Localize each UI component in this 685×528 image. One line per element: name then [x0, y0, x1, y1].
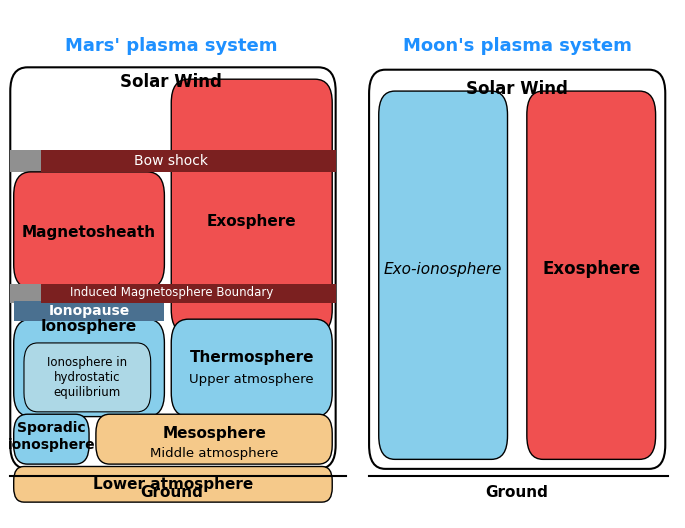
- Text: Induced Magnetosphere Boundary: Induced Magnetosphere Boundary: [70, 286, 273, 299]
- Text: Solar Wind: Solar Wind: [121, 72, 222, 91]
- Text: Ground: Ground: [140, 485, 203, 500]
- Text: Exo-ionosphere: Exo-ionosphere: [384, 262, 502, 277]
- Text: Mars' plasma system: Mars' plasma system: [65, 37, 277, 55]
- Bar: [10, 284, 336, 303]
- Text: Upper atmosphere: Upper atmosphere: [190, 373, 314, 386]
- Text: Thermosphere: Thermosphere: [190, 350, 314, 365]
- Text: Exosphere: Exosphere: [207, 214, 297, 229]
- Text: Mesosphere: Mesosphere: [162, 426, 266, 441]
- FancyBboxPatch shape: [14, 172, 164, 288]
- Text: Ionopause: Ionopause: [49, 304, 129, 318]
- FancyBboxPatch shape: [24, 343, 151, 412]
- FancyBboxPatch shape: [171, 79, 332, 334]
- Text: Ionosphere in
hydrostatic
equilibrium: Ionosphere in hydrostatic equilibrium: [47, 356, 127, 399]
- Bar: [41, 150, 336, 172]
- Text: Solar Wind: Solar Wind: [466, 80, 568, 98]
- Bar: [10, 150, 336, 172]
- Text: Sporadic
ionosphere: Sporadic ionosphere: [8, 421, 95, 451]
- Bar: [14, 300, 164, 320]
- FancyBboxPatch shape: [14, 319, 164, 417]
- Text: Bow shock: Bow shock: [134, 154, 208, 168]
- FancyBboxPatch shape: [14, 467, 332, 502]
- Text: Ground: Ground: [486, 485, 549, 500]
- FancyBboxPatch shape: [369, 70, 665, 469]
- Bar: [41, 284, 336, 303]
- Text: Magnetosheath: Magnetosheath: [22, 225, 156, 240]
- FancyBboxPatch shape: [14, 414, 89, 464]
- Text: Middle atmosphere: Middle atmosphere: [150, 447, 278, 460]
- Text: Lower atmosphere: Lower atmosphere: [93, 477, 253, 492]
- FancyBboxPatch shape: [10, 67, 336, 469]
- FancyBboxPatch shape: [527, 91, 656, 459]
- Text: Ionosphere: Ionosphere: [41, 319, 137, 334]
- Text: Moon's plasma system: Moon's plasma system: [403, 37, 632, 55]
- FancyBboxPatch shape: [379, 91, 508, 459]
- FancyBboxPatch shape: [171, 319, 332, 417]
- Text: Exosphere: Exosphere: [542, 260, 640, 278]
- FancyBboxPatch shape: [96, 414, 332, 464]
